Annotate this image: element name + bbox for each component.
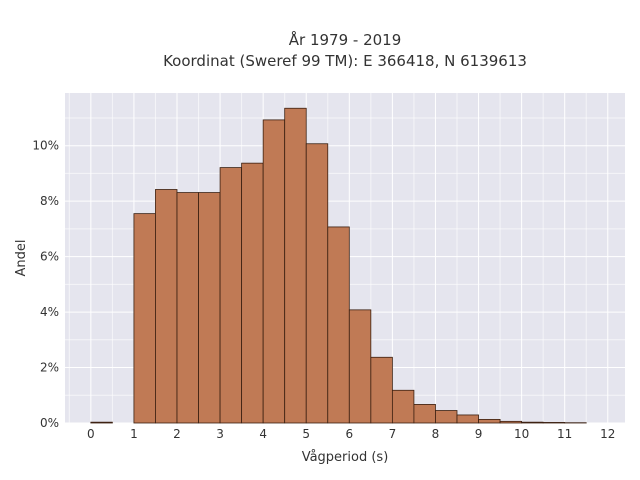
- x-tick-label: 11: [557, 427, 572, 441]
- chart-title: År 1979 - 2019: [289, 30, 402, 49]
- histogram-bar: [435, 410, 458, 424]
- histogram-bar: [456, 414, 479, 424]
- histogram-bar: [542, 422, 566, 424]
- histogram-bar: [499, 420, 523, 424]
- histogram-bar: [155, 189, 178, 424]
- histogram-bar: [198, 192, 221, 424]
- histogram-bar: [521, 421, 544, 424]
- histogram-bar: [413, 404, 436, 424]
- histogram-bar: [90, 421, 113, 424]
- y-axis-ticks: 0% 2% 4% 6% 8% 10%: [32, 139, 59, 430]
- histogram-bar: [348, 309, 372, 424]
- y-tick-label: 4%: [40, 305, 59, 319]
- x-axis-ticks: 0 1 2 3 4 5 6 7 8 9 10 11 12: [87, 427, 615, 441]
- histogram-bar: [219, 167, 243, 424]
- y-tick-label: 2%: [40, 361, 59, 375]
- x-axis-label: Vågperiod (s): [302, 450, 389, 465]
- x-tick-label: 5: [302, 427, 310, 441]
- chart-subtitle: Koordinat (Sweref 99 TM): E 366418, N 61…: [163, 52, 527, 70]
- x-tick-label: 10: [514, 427, 529, 441]
- x-tick-label: 7: [389, 427, 397, 441]
- histogram-bar: [262, 119, 286, 424]
- y-tick-label: 6%: [40, 250, 59, 264]
- histogram-bar: [370, 356, 393, 424]
- y-tick-label: 10%: [32, 139, 59, 153]
- y-axis-label: Andel: [14, 240, 29, 277]
- histogram-bar: [327, 226, 350, 424]
- x-tick-label: 0: [87, 427, 95, 441]
- x-tick-label: 6: [345, 427, 353, 441]
- x-tick-label: 3: [216, 427, 224, 441]
- histogram-bar: [176, 192, 199, 424]
- x-tick-label: 12: [600, 427, 615, 441]
- y-tick-label: 0%: [40, 416, 59, 430]
- y-tick-label: 8%: [40, 194, 59, 208]
- histogram-bar: [241, 162, 264, 424]
- x-tick-label: 2: [173, 427, 181, 441]
- bars: [90, 107, 587, 424]
- histogram-bar: [305, 143, 329, 424]
- histogram-bar: [133, 213, 156, 424]
- x-tick-label: 4: [259, 427, 267, 441]
- x-tick-label: 8: [432, 427, 440, 441]
- x-tick-label: 1: [130, 427, 138, 441]
- histogram-bar: [391, 389, 415, 424]
- x-tick-label: 9: [475, 427, 483, 441]
- histogram-bar: [284, 107, 307, 424]
- histogram-bar: [478, 418, 501, 424]
